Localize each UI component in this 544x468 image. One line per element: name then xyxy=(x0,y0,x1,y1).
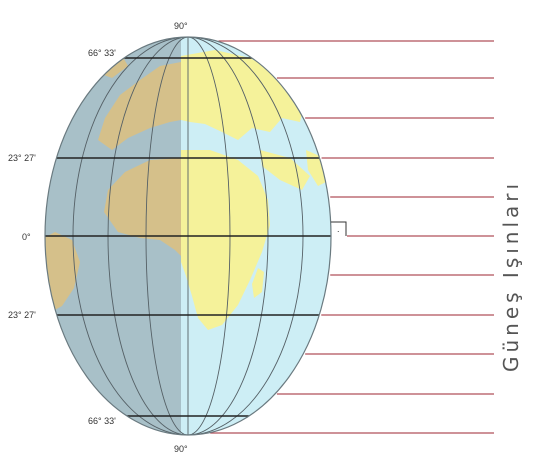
sun-rays xyxy=(210,40,494,434)
tropic-capricorn-label: 23° 27' xyxy=(8,310,36,320)
right-angle-dot: . xyxy=(337,224,340,234)
globe xyxy=(45,37,331,435)
antarctic-circle-label: 66° 33' xyxy=(88,416,116,426)
sun-rays-label: Güneş Işınları xyxy=(499,180,523,372)
equator-label: 0° xyxy=(22,232,31,242)
tropic-cancer-label: 23° 27' xyxy=(8,153,36,163)
right-angle-marker xyxy=(331,221,347,236)
south-pole-label: 90° xyxy=(174,444,188,454)
arctic-circle-label: 66° 33' xyxy=(88,48,116,58)
globe-outline xyxy=(44,36,332,436)
north-pole-label: 90° xyxy=(174,21,188,31)
